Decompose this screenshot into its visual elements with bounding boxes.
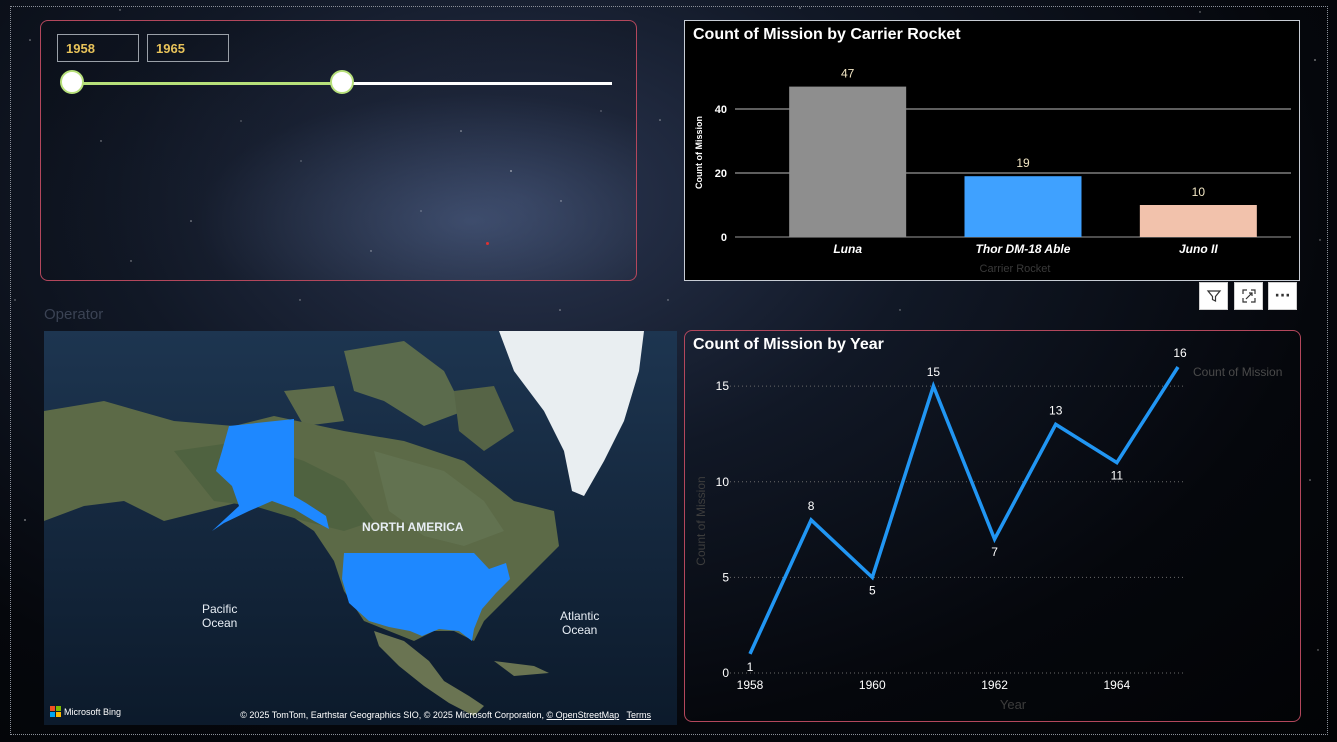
year-range-slicer[interactable]: 1958 1965 [40, 20, 637, 281]
slider-end-handle[interactable] [330, 70, 354, 94]
report-canvas-border [10, 6, 1328, 735]
bar [964, 176, 1082, 237]
bar [789, 86, 907, 237]
x-tick-label: 1964 [1104, 678, 1131, 692]
y-axis-title: Count of Mission [694, 116, 704, 189]
bar [1139, 205, 1257, 237]
y-tick-label: 15 [716, 379, 730, 393]
bar-data-label: 47 [841, 67, 855, 81]
y-tick-label: 5 [722, 570, 729, 584]
map-canvas [44, 331, 677, 725]
bar-chart: 0 20 40 47 Luna 19 Thor DM-18 Able 10 Juno II Cou… [694, 67, 1291, 275]
x-axis-title: Year [1000, 697, 1027, 712]
filter-icon [1206, 290, 1221, 302]
north-america-label: NORTH AMERICA [362, 520, 464, 534]
y-tick-label: 40 [715, 104, 727, 116]
x-tick-label: 1962 [981, 678, 1008, 692]
more-options-icon: ··· [1274, 288, 1291, 304]
data-label: 13 [1049, 403, 1063, 417]
data-label: 15 [927, 365, 941, 379]
line-chart-title: Count of Mission by Year [693, 336, 884, 353]
y-tick-label: 10 [716, 475, 730, 489]
x-tick-label: Luna [833, 242, 862, 256]
focus-mode-icon [1241, 289, 1256, 303]
slicer-starfield [100, 110, 602, 262]
terms-link[interactable]: Terms [626, 710, 652, 720]
bar-data-label: 10 [1192, 185, 1206, 199]
map-attribution: © 2025 TomTom, Earthstar Geographics SIO… [240, 710, 651, 720]
y-axis-title: Count of Mission [694, 476, 708, 565]
microsoft-logo-icon [50, 706, 61, 717]
greenland-landmass [499, 331, 644, 496]
pacific-label-line1: Pacific [202, 602, 238, 616]
x-tick-label: Juno II [1179, 242, 1218, 256]
end-year-input[interactable]: 1965 [147, 34, 229, 62]
data-label: 11 [1111, 469, 1124, 483]
series-line [748, 366, 1180, 655]
atlantic-ocean-label: Atlantic Ocean [560, 609, 599, 637]
operator-map-title: Operator [44, 306, 104, 323]
operator-map[interactable]: NORTH AMERICA Pacific Ocean Atlantic Oce… [44, 331, 677, 725]
filter-button[interactable] [1199, 282, 1228, 310]
slider-selected-range [72, 82, 342, 85]
bar-chart-panel[interactable]: 0 20 40 47 Luna 19 Thor DM-18 Able 10 Juno II Cou… [684, 20, 1300, 281]
x-tick-label: Thor DM-18 Able [976, 242, 1071, 256]
bar-chart-title: Count of Mission by Carrier Rocket [693, 26, 961, 43]
y-tick-label: 0 [722, 666, 729, 680]
data-label: 7 [991, 545, 998, 559]
microsoft-bing-logo: Microsoft Bing [50, 706, 121, 717]
y-tick-label: 20 [715, 168, 727, 180]
pacific-label-line2: Ocean [202, 616, 238, 630]
openstreetmap-link[interactable]: © OpenStreetMap [546, 710, 620, 720]
atlantic-label-line1: Atlantic [560, 609, 600, 623]
atlantic-label-line2: Ocean [562, 623, 598, 637]
line-chart-panel[interactable]: 0 5 10 15 1958 1960 1962 1964 1 8 5 15 7 13 11 16 Count … [684, 330, 1301, 722]
x-tick-label: 1960 [859, 678, 886, 692]
slider-start-handle[interactable] [60, 70, 84, 94]
x-axis-title: Carrier Rocket [980, 263, 1051, 275]
more-options-button[interactable]: ··· [1268, 282, 1297, 310]
data-label: 8 [808, 499, 815, 513]
data-label: 16 [1173, 346, 1187, 360]
bar-data-label: 19 [1016, 156, 1030, 170]
x-tick-label: 1958 [737, 678, 764, 692]
start-year-input[interactable]: 1958 [57, 34, 139, 62]
data-label: 1 [747, 660, 754, 674]
attribution-text: © 2025 TomTom, Earthstar Geographics SIO… [240, 710, 544, 720]
y-tick-label: 0 [721, 232, 727, 244]
alaska-highlight [212, 419, 329, 531]
red-marker-dot [486, 242, 489, 245]
data-label: 5 [869, 583, 876, 597]
bing-label: Microsoft Bing [64, 706, 122, 717]
pacific-ocean-label: Pacific Ocean [202, 602, 237, 630]
line-chart: 0 5 10 15 1958 1960 1962 1964 1 8 5 15 7 13 11 16 Count … [694, 346, 1282, 712]
usa-highlight [342, 553, 510, 641]
legend-label: Count of Mission [1193, 365, 1282, 379]
focus-mode-button[interactable] [1234, 282, 1263, 310]
